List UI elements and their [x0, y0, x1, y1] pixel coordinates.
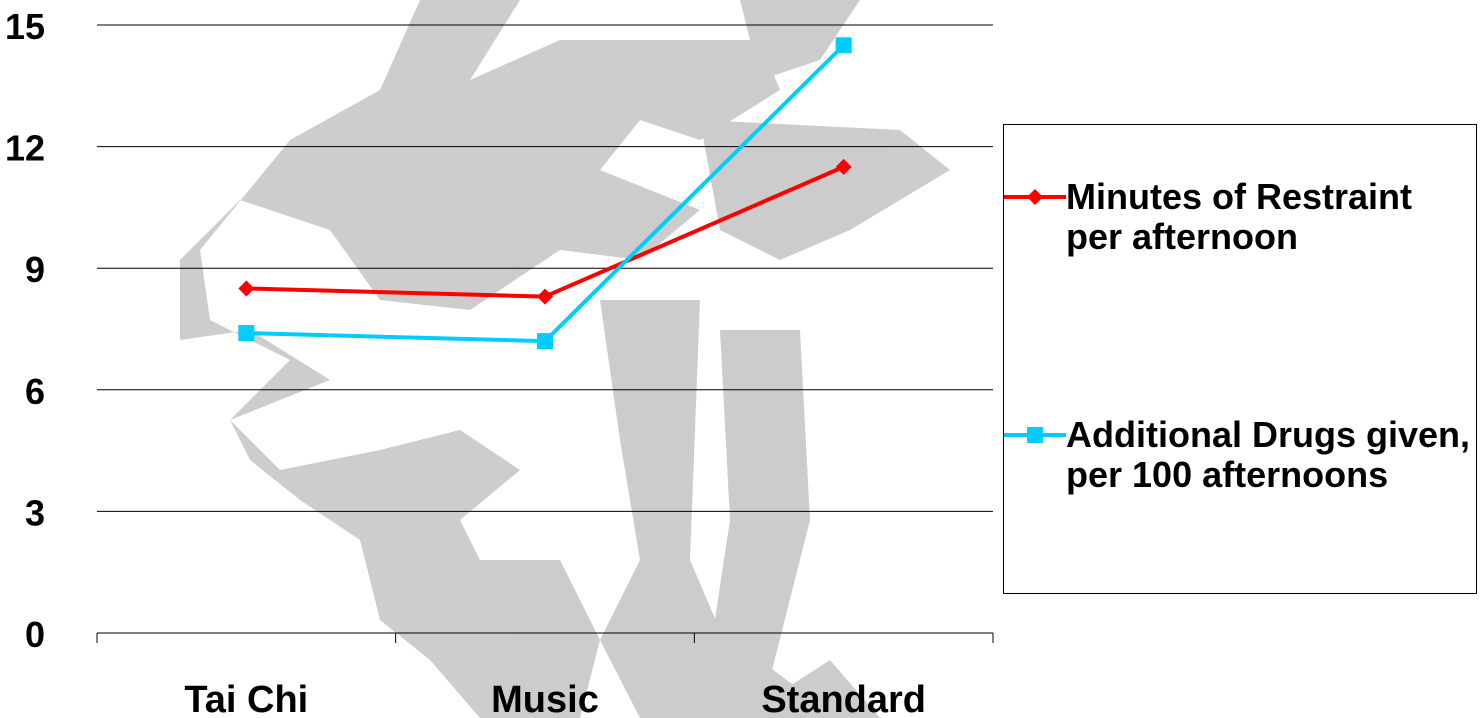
axes [96, 632, 994, 643]
gridlines [97, 24, 993, 512]
y-tick-label: 15 [5, 6, 45, 47]
data-point-0-2 [835, 158, 852, 175]
y-tick-label: 12 [5, 128, 45, 169]
y-tick-label: 3 [25, 492, 45, 533]
legend-entry-restraint: Minutes of Restraint per afternoon [1004, 177, 1478, 257]
legend-label-restraint: Minutes of Restraint per afternoon [1066, 176, 1413, 257]
x-tick-label: Music [491, 679, 599, 718]
legend-marker-drugs [1004, 415, 1066, 455]
data-point-0-0 [238, 280, 255, 297]
legend: Minutes of Restraint per afternoon Addit… [1003, 124, 1477, 594]
legend-entry-drugs: Additional Drugs given, per 100 afternoo… [1004, 415, 1478, 495]
y-tick-label: 6 [25, 371, 45, 412]
series-lines [238, 37, 852, 350]
y-tick-label: 0 [25, 614, 45, 655]
tick-labels: 0 3 6 9 12 15 Tai Chi Music Standard [5, 6, 926, 718]
x-tick-label: Standard [761, 679, 926, 718]
data-point-1-1 [537, 333, 553, 350]
data-point-0-1 [537, 288, 553, 305]
y-tick-label: 9 [25, 249, 45, 290]
data-point-1-0 [238, 325, 255, 342]
x-tick-label: Tai Chi [184, 679, 308, 718]
legend-marker-restraint [1004, 177, 1066, 217]
data-point-1-2 [835, 37, 852, 54]
background-watermark [180, 0, 950, 718]
legend-label-drugs: Additional Drugs given, per 100 afternoo… [1066, 414, 1471, 495]
